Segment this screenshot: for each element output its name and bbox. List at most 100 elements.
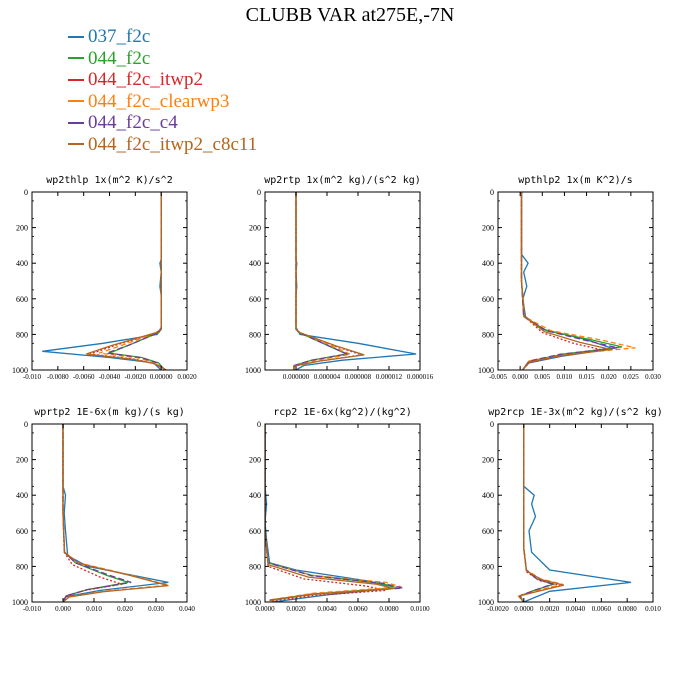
- y-tick-label: 0: [257, 420, 261, 429]
- x-tick-label: 0.0080: [618, 605, 638, 613]
- series-line: [265, 424, 402, 601]
- series-line: [62, 424, 169, 602]
- legend-entry: 044_f2c_itwp2_c8c11: [68, 134, 257, 156]
- legend: 037_f2c 044_f2c 044_f2c_itwp2 044_f2c_clear…: [68, 26, 257, 155]
- plot-title: rcp2 1E-6x(kg^2)/(kg^2): [273, 407, 411, 418]
- x-tick-label: 0.0100: [410, 605, 430, 613]
- y-tick-label: 200: [16, 224, 28, 233]
- series-line: [293, 192, 365, 370]
- legend-label: 044_f2c: [88, 47, 151, 69]
- x-tick-label: 0.025: [623, 373, 639, 381]
- subplot: wp2rtp 1x(m^2 kg)/(s^2 kg)0 200 400 600 800 1…: [245, 175, 434, 381]
- series-line: [520, 192, 636, 370]
- series-line: [62, 424, 169, 602]
- x-tick-label: -0.005: [489, 373, 508, 381]
- series-line: [517, 424, 563, 602]
- series-line: [62, 424, 169, 602]
- series-line: [295, 192, 417, 370]
- x-tick-label: 0.010: [557, 373, 573, 381]
- x-tick-label: 0.020: [117, 605, 133, 613]
- plot-frame: [264, 191, 421, 371]
- subplot: wp2thlp 1x(m^2 K)/s^202004006008001000-0…: [12, 175, 197, 381]
- y-tick-label: 200: [16, 456, 28, 465]
- x-tick-label: 0.010: [86, 605, 102, 613]
- x-tick-label: -0.0060: [73, 373, 95, 381]
- y-tick-label: 400: [249, 259, 261, 268]
- series-line: [519, 424, 556, 602]
- series-line: [86, 192, 167, 370]
- y-tick-label: 800: [482, 562, 494, 571]
- plot-title: wpthlp2 1x(m K^2)/s: [518, 175, 632, 186]
- legend-entry: 037_f2c: [68, 26, 257, 48]
- x-tick-label: 0.000012: [376, 373, 403, 381]
- y-tick-label: 0: [24, 188, 28, 197]
- legend-label: 044_f2c_itwp2: [88, 69, 204, 90]
- x-tick-label: 0.0020: [286, 605, 306, 613]
- x-tick-label: -0.010: [23, 605, 42, 613]
- y-tick-label: 1000: [12, 366, 28, 375]
- series-line: [293, 192, 350, 370]
- y-tick-label: 0: [490, 188, 494, 197]
- plot-title: wp2rtp 1x(m^2 kg)/(s^2 kg): [264, 175, 421, 186]
- x-tick-label: 0.000000: [283, 373, 310, 381]
- x-tick-label: 0.0040: [317, 605, 337, 613]
- subplot: wprtp2 1E-6x(m kg)/(s kg) 0 200 400 600 800 10…: [12, 407, 195, 613]
- x-tick-label: 0.0080: [379, 605, 399, 613]
- series-line: [520, 192, 618, 370]
- legend-line-icon: [68, 100, 84, 103]
- x-tick-label: 0.040: [179, 605, 195, 613]
- series-line: [517, 424, 565, 602]
- x-tick-label: 0.000: [55, 605, 71, 613]
- y-tick-label: 200: [249, 224, 261, 233]
- y-tick-label: 800: [16, 562, 28, 571]
- y-tick-label: 800: [482, 330, 494, 339]
- x-tick-label: 0.020: [601, 373, 617, 381]
- x-tick-label: 0.00000: [150, 373, 173, 381]
- y-tick-label: 800: [249, 330, 261, 339]
- plot-title: wp2thlp 1x(m^2 K)/s^2: [46, 175, 172, 186]
- x-tick-label: 0.030: [148, 605, 164, 613]
- x-tick-label: 0.000016: [407, 373, 434, 381]
- series-line: [106, 192, 166, 370]
- x-tick-label: -0.010: [23, 373, 42, 381]
- series-line: [520, 192, 614, 370]
- x-tick-label: 0.000008: [345, 373, 372, 381]
- x-tick-label: 0.0060: [592, 605, 612, 613]
- y-tick-label: 400: [16, 259, 28, 268]
- legend-entry: 044_f2c_itwp2: [68, 69, 257, 91]
- plot-frame: [497, 191, 654, 371]
- series-line: [62, 424, 132, 602]
- series-line: [520, 192, 605, 370]
- y-tick-label: 400: [16, 491, 28, 500]
- legend-line-icon: [68, 35, 84, 38]
- x-tick-label: 0.005: [534, 373, 550, 381]
- series-line: [265, 424, 397, 602]
- x-tick-label: 0.010: [645, 605, 661, 613]
- y-tick-label: 0: [24, 420, 28, 429]
- x-tick-label: 0.0020: [540, 605, 560, 613]
- legend-entry: 044_f2c_clearwp3: [68, 91, 257, 113]
- figure-title: CLUBB VAR at275E,-7N: [245, 4, 455, 26]
- series-line: [265, 424, 394, 602]
- y-tick-label: 1000: [245, 366, 261, 375]
- legend-label: 044_f2c_clearwp3: [88, 90, 230, 112]
- plot-frame: [497, 423, 654, 603]
- x-tick-label: 0.0000: [514, 605, 534, 613]
- subplot: wpthlp2 1x(m K^2)/s 0 200 400 600 800 1000-0.0…: [478, 175, 661, 381]
- x-tick-label: 0.000004: [314, 373, 341, 381]
- y-tick-label: 600: [16, 527, 28, 536]
- x-tick-label: -0.0080: [47, 373, 69, 381]
- series-line: [293, 192, 349, 370]
- y-tick-label: 600: [482, 527, 494, 536]
- y-tick-label: 200: [482, 456, 494, 465]
- y-tick-label: 600: [482, 295, 494, 304]
- plot-title: wprtp2 1E-6x(m kg)/(s kg): [34, 407, 185, 418]
- series-line: [519, 424, 555, 602]
- subplot: wp2rcp 1E-3x(m^2 kg)/(s^2 kg) 0 200 400 600 8…: [478, 407, 663, 613]
- legend-label: 044_f2c_c4: [88, 112, 178, 133]
- x-tick-label: -0.0020: [125, 373, 147, 381]
- y-tick-label: 1000: [478, 598, 494, 607]
- y-tick-label: 1000: [12, 598, 28, 607]
- y-tick-label: 1000: [245, 598, 261, 607]
